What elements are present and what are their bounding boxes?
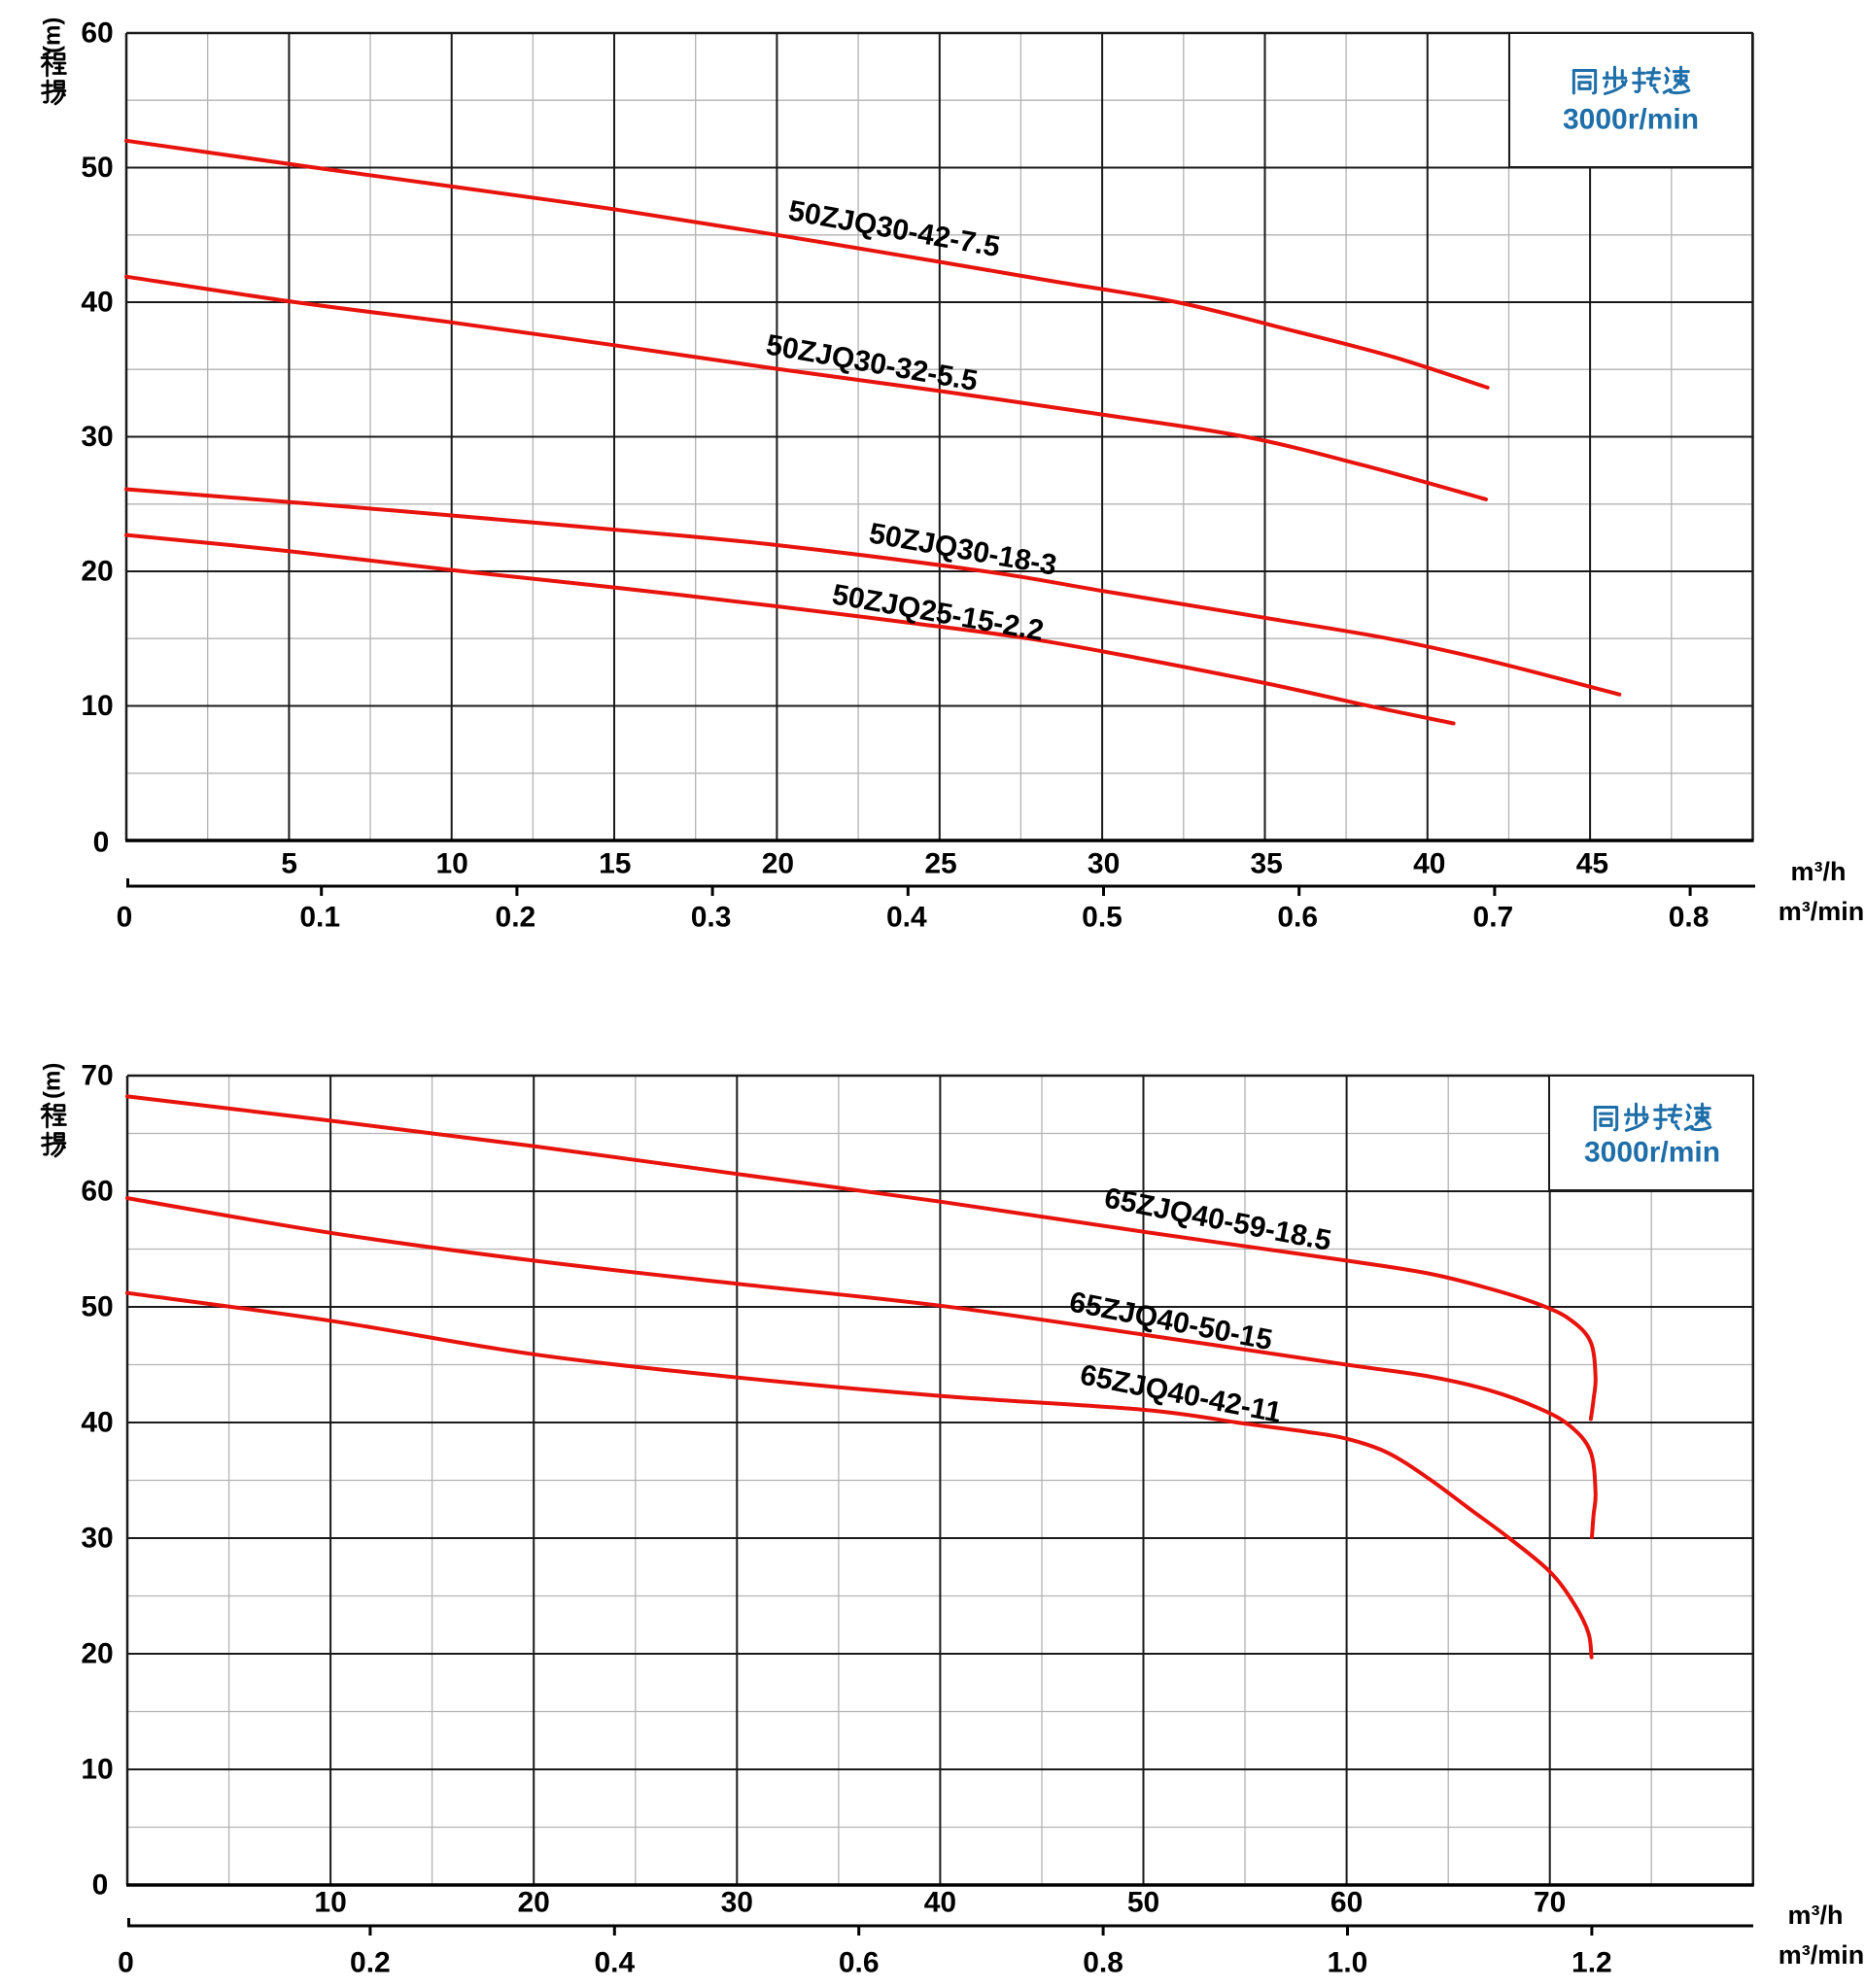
svg-text:0.4: 0.4 (594, 1947, 635, 1979)
svg-text:35: 35 (1251, 848, 1283, 880)
svg-text:0: 0 (92, 1869, 109, 1902)
svg-text:0.2: 0.2 (496, 902, 536, 934)
svg-text:0.3: 0.3 (691, 902, 732, 934)
svg-text:50: 50 (81, 152, 113, 184)
svg-text:10: 10 (81, 1754, 113, 1786)
svg-text:20: 20 (518, 1887, 550, 1919)
svg-text:0: 0 (118, 1947, 134, 1979)
svg-text:15: 15 (599, 848, 631, 880)
svg-text:0: 0 (93, 827, 110, 859)
svg-text:0.1: 0.1 (299, 902, 340, 934)
svg-text:0.7: 0.7 (1473, 902, 1514, 934)
svg-text:30: 30 (81, 1523, 113, 1555)
svg-text:30: 30 (81, 421, 113, 453)
svg-text:0.5: 0.5 (1082, 902, 1122, 934)
svg-text:20: 20 (81, 1638, 113, 1670)
svg-text:40: 40 (924, 1887, 956, 1919)
svg-text:60: 60 (81, 1176, 113, 1208)
svg-text:70: 70 (1534, 1887, 1566, 1919)
svg-text:60: 60 (81, 17, 113, 50)
svg-text:1.0: 1.0 (1328, 1947, 1368, 1979)
svg-text:50: 50 (1127, 1887, 1159, 1919)
svg-text:20: 20 (762, 848, 794, 880)
svg-text:40: 40 (81, 287, 113, 319)
svg-text:(m): (m) (40, 17, 66, 53)
svg-text:0.6: 0.6 (1277, 902, 1318, 934)
svg-text:0.4: 0.4 (886, 902, 927, 934)
svg-text:3000r/min: 3000r/min (1563, 104, 1699, 136)
svg-text:25: 25 (924, 848, 956, 880)
svg-text:m³/min: m³/min (1779, 897, 1865, 926)
svg-text:0.8: 0.8 (1083, 1947, 1123, 1979)
svg-text:10: 10 (314, 1887, 346, 1919)
svg-text:3000r/min: 3000r/min (1584, 1137, 1720, 1169)
svg-text:m³/h: m³/h (1791, 857, 1847, 886)
svg-text:40: 40 (1413, 848, 1445, 880)
svg-text:0.2: 0.2 (350, 1947, 391, 1979)
svg-text:60: 60 (1330, 1887, 1363, 1919)
svg-text:50: 50 (81, 1291, 113, 1323)
svg-text:45: 45 (1576, 848, 1608, 880)
svg-text:70: 70 (81, 1060, 113, 1092)
svg-text:30: 30 (1088, 848, 1120, 880)
svg-text:(m): (m) (40, 1063, 66, 1099)
svg-text:0: 0 (117, 902, 133, 934)
svg-text:30: 30 (721, 1887, 753, 1919)
svg-text:10: 10 (436, 848, 468, 880)
svg-text:5: 5 (281, 848, 297, 880)
svg-text:0.8: 0.8 (1669, 902, 1710, 934)
svg-text:1.2: 1.2 (1571, 1947, 1612, 1979)
svg-text:20: 20 (81, 556, 113, 588)
svg-text:0.6: 0.6 (839, 1947, 880, 1979)
svg-text:m³/h: m³/h (1788, 1901, 1844, 1930)
svg-text:40: 40 (81, 1407, 113, 1439)
svg-text:10: 10 (81, 690, 113, 722)
svg-text:m³/min: m³/min (1779, 1940, 1865, 1970)
